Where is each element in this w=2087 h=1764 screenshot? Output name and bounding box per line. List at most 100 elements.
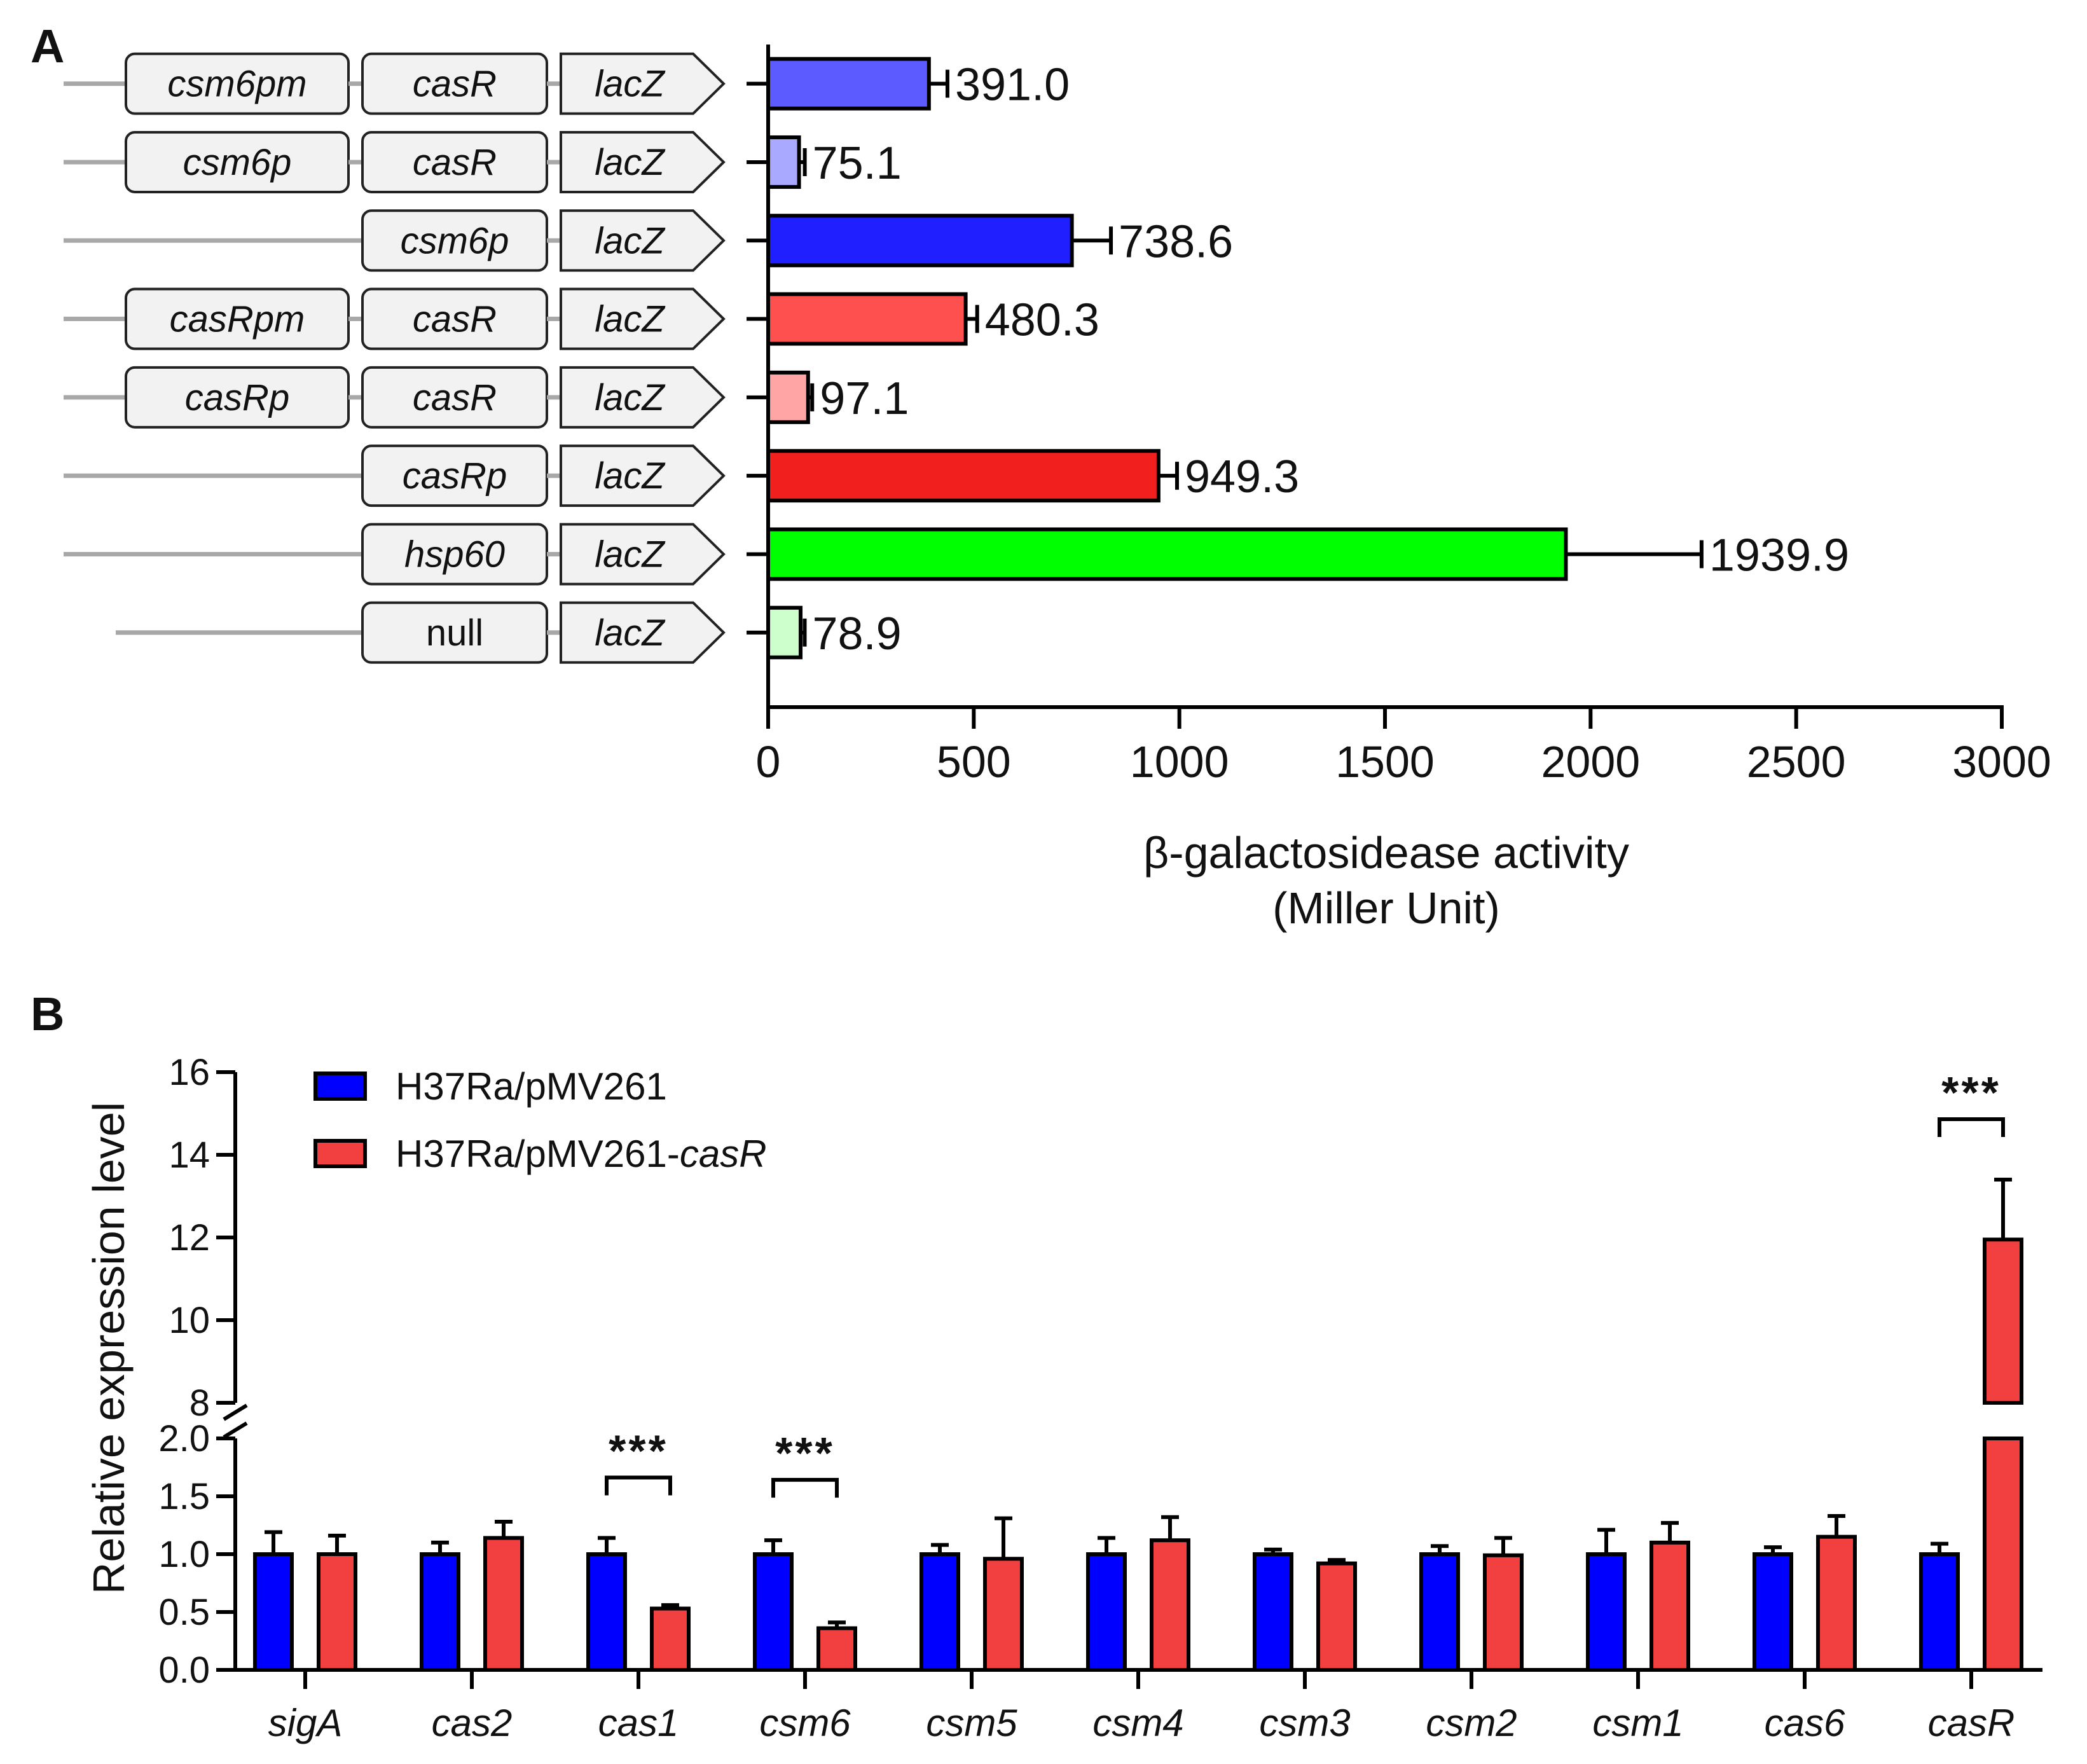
significance-bracket-csm6 — [771, 1478, 839, 1498]
bar-cas6-casr-overexpression — [1816, 1534, 1857, 1672]
data-label-5: 97.1 — [820, 373, 909, 424]
legend-swatch-h37ra-pmv261-casr — [313, 1139, 367, 1168]
y-tick-label-lower: 0.5 — [158, 1592, 210, 1633]
construct-row-2: csm6p casR lacZ — [64, 130, 726, 193]
panel-b: B Relative expression level H37Ra/pMV261… — [31, 988, 2042, 1744]
construct-label-lacz: lacZ — [595, 299, 666, 340]
construct-row-8: null lacZ — [116, 601, 726, 664]
bar-csm6pm-casr-lacz — [766, 57, 931, 111]
y-tick-label-upper: 14 — [169, 1134, 210, 1176]
bar-csm6p-casr-lacz — [766, 135, 801, 189]
construct-label-lacz: lacZ — [595, 64, 666, 105]
category-label-casr: casR — [1928, 1702, 2015, 1744]
bar-csm3-control — [1253, 1552, 1293, 1672]
category-label-csm5: csm5 — [926, 1702, 1017, 1744]
bar-casr-casr-overexpression-lower — [1983, 1437, 2023, 1672]
construct-row-6: casRp lacZ — [64, 444, 726, 507]
construct-reporter-arrow-lacz — [560, 523, 726, 586]
bar-csm1-control — [1586, 1552, 1627, 1672]
construct-label-lacz: lacZ — [595, 220, 666, 261]
data-label-8: 78.9 — [812, 609, 901, 659]
panel-b-axes: sigA cas2 cas1 csm6 csm5 csm4 csm3 csm2 csm1 cas6… — [158, 1052, 2042, 1744]
category-label-siga: sigA — [268, 1702, 343, 1744]
construct-label-null: null — [426, 612, 483, 654]
construct-label-lacz: lacZ — [595, 377, 666, 418]
construct-reporter-arrow-lacz — [560, 52, 726, 115]
construct-reporter-arrow-lacz — [560, 366, 726, 429]
category-label-csm4: csm4 — [1092, 1702, 1183, 1744]
axis-break-mark-upper — [223, 1403, 248, 1421]
data-label-1: 391.0 — [955, 60, 1070, 111]
bar-casr-casr-overexpression-break-gap — [1982, 1405, 2024, 1436]
data-label-6: 949.3 — [1185, 451, 1299, 502]
construct-label-lacz: lacZ — [595, 612, 666, 654]
x-tick-label-0: 0 — [756, 737, 781, 787]
axis-break-mark-lower — [223, 1421, 248, 1439]
data-label-2: 75.1 — [813, 138, 902, 189]
y-tick-label-upper: 8 — [189, 1382, 210, 1424]
legend-swatch-h37ra-pmv261 — [313, 1071, 367, 1101]
panel-a-xlabel-line2: (Miller Unit) — [1272, 883, 1500, 933]
construct-row-3: csm6p lacZ — [64, 209, 726, 272]
x-tick-label-2000: 2000 — [1541, 737, 1640, 787]
data-label-3: 738.6 — [1119, 216, 1233, 267]
bar-siga-casr-overexpression — [317, 1552, 357, 1672]
y-tick-label-lower: 0.0 — [158, 1650, 210, 1691]
construct-row-4: casRpm casR lacZ — [64, 287, 726, 350]
legend: H37Ra/pMV261 H37Ra/pMV261-casR — [313, 1065, 767, 1175]
bar-casrpm-casr-lacz — [766, 292, 968, 346]
construct-label-casr: casR — [413, 377, 497, 418]
category-label-csm3: csm3 — [1259, 1702, 1350, 1744]
construct-label-casrp: casRp — [185, 377, 289, 418]
construct-row-7: hsp60 lacZ — [64, 523, 726, 586]
construct-reporter-arrow-lacz — [560, 444, 726, 507]
y-tick-label-upper: 10 — [169, 1300, 210, 1341]
construct-label-casrp: casRp — [403, 455, 507, 497]
significance-bracket-cas1 — [605, 1475, 672, 1496]
category-label-cas6: cas6 — [1765, 1702, 1845, 1744]
construct-label-csm6p: csm6p — [183, 142, 292, 183]
bar-csm6p-lacz — [766, 214, 1074, 268]
bar-casr-casr-overexpression-upper — [1983, 1237, 2023, 1405]
panel-a-xlabel-line1: β-galactosidease activity — [1143, 828, 1629, 878]
legend-label-h37ra-pmv261-casr: H37Ra/pMV261-casR — [396, 1133, 767, 1175]
data-label-7: 1939.9 — [1709, 530, 1849, 581]
construct-label-csm6pm: csm6pm — [167, 64, 307, 105]
bar-csm5-control — [920, 1552, 960, 1672]
construct-row-1: csm6pm casR lacZ — [64, 52, 726, 115]
bar-hsp60-lacz — [766, 527, 1568, 581]
bar-casrp-lacz — [766, 449, 1161, 503]
construct-row-5: casRp casR lacZ — [64, 366, 726, 429]
category-label-csm2: csm2 — [1426, 1702, 1517, 1744]
significance-stars-csm6: *** — [775, 1428, 835, 1478]
x-tick-label-1000: 1000 — [1130, 737, 1229, 787]
construct-label-casr: casR — [413, 299, 497, 340]
bar-siga-control — [253, 1552, 294, 1672]
bar-csm2-casr-overexpression — [1483, 1553, 1524, 1672]
category-label-cas2: cas2 — [432, 1702, 513, 1744]
construct-reporter-arrow-lacz — [560, 209, 726, 272]
x-tick-label-3000: 3000 — [1952, 737, 2051, 787]
construct-label-csm6p: csm6p — [401, 220, 509, 261]
y-tick-label-lower: 2.0 — [158, 1418, 210, 1459]
bar-casr-control — [1919, 1552, 1960, 1672]
construct-reporter-arrow-lacz — [560, 287, 726, 350]
bar-csm4-casr-overexpression — [1150, 1538, 1190, 1672]
panel-a-axes: 0 500 1000 1500 2000 2500 3000 — [747, 45, 2051, 787]
legend-label-h37ra-pmv261: H37Ra/pMV261 — [396, 1065, 667, 1108]
construct-reporter-arrow-lacz — [560, 130, 726, 193]
bar-csm6-control — [753, 1552, 794, 1672]
y-tick-label-lower: 1.0 — [158, 1534, 210, 1575]
construct-label-hsp60: hsp60 — [404, 534, 505, 575]
bar-null-lacz — [766, 605, 803, 659]
y-tick-label-lower: 1.5 — [158, 1476, 210, 1517]
bar-csm1-casr-overexpression — [1650, 1540, 1690, 1672]
category-label-cas1: cas1 — [598, 1702, 679, 1744]
bar-csm3-casr-overexpression — [1316, 1561, 1357, 1672]
bar-cas1-casr-overexpression — [650, 1606, 691, 1672]
category-label-csm6: csm6 — [759, 1702, 851, 1744]
construct-label-lacz: lacZ — [595, 534, 666, 575]
